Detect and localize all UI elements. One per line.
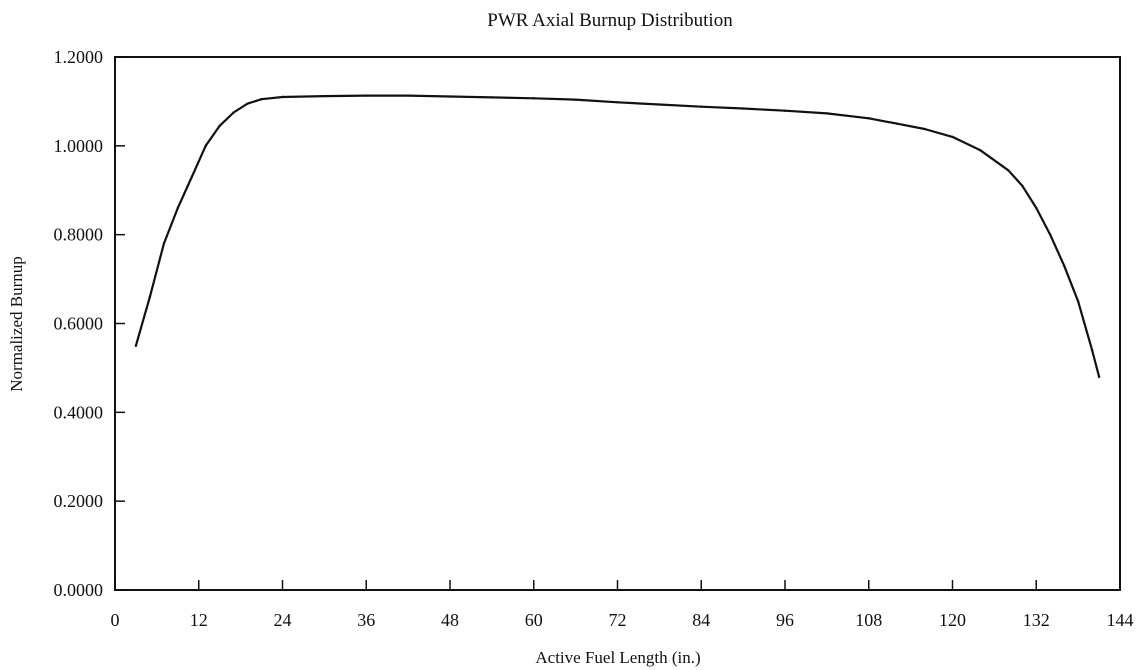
burnup-data-point	[365, 94, 368, 97]
burnup-data-point	[658, 103, 661, 106]
burnup-data-point	[490, 96, 494, 99]
y-tick-label: 1.0000	[54, 136, 104, 156]
burnup-data-point	[134, 344, 138, 347]
burnup-data-point	[1097, 375, 1101, 378]
burnup-data-point	[246, 102, 249, 105]
x-tick-label: 72	[609, 610, 627, 630]
burnup-data-point	[1090, 348, 1094, 352]
x-axis-ticks: 0 12 24 36 48 60 72 84 96 108 120 132 144	[111, 580, 1134, 630]
burnup-data-point	[406, 94, 410, 97]
burnup-data-point	[532, 97, 535, 100]
burnup-data-point	[700, 105, 703, 108]
burnup-data-point	[616, 101, 619, 104]
burnup-data-point	[979, 149, 982, 152]
x-tick-label: 0	[111, 610, 120, 630]
burnup-data-point	[1021, 184, 1024, 188]
x-tick-label: 108	[855, 610, 882, 630]
burnup-data-point	[190, 175, 193, 179]
x-tick-label: 96	[776, 610, 794, 630]
y-tick-label: 0.8000	[54, 225, 104, 245]
burnup-data-point	[1062, 264, 1066, 267]
burnup-data-point	[323, 94, 326, 98]
x-tick-label: 132	[1023, 610, 1050, 630]
burnup-data-point	[176, 206, 180, 210]
burnup-data-point	[895, 122, 898, 125]
burnup-data-point	[1049, 233, 1052, 236]
x-axis-title: Active Fuel Length (in.)	[535, 648, 700, 667]
y-tick-label: 0.2000	[54, 491, 104, 511]
burnup-data-point	[741, 107, 745, 110]
burnup-data-point	[1076, 300, 1080, 303]
y-axis-title: Normalized Burnup	[7, 256, 26, 392]
burnup-data-point	[923, 127, 926, 131]
plot-frame	[114, 56, 1121, 591]
burnup-data-point	[218, 124, 221, 128]
x-tick-label: 36	[357, 610, 375, 630]
burnup-data-point	[783, 109, 787, 112]
burnup-data-point	[1035, 206, 1038, 210]
x-tick-label: 12	[190, 610, 208, 630]
x-tick-label: 84	[692, 610, 710, 630]
burnup-data-point	[260, 97, 263, 101]
x-tick-label: 120	[939, 610, 966, 630]
burnup-data-point	[281, 95, 284, 99]
x-tick-label: 60	[525, 610, 543, 630]
burnup-data-point	[825, 112, 829, 115]
burnup-data-point	[1007, 169, 1010, 172]
burnup-data-point	[204, 144, 207, 148]
burnup-data-point	[148, 295, 152, 299]
x-tick-label: 24	[274, 610, 292, 630]
x-tick-label: 48	[441, 610, 459, 630]
burnup-data-point	[448, 95, 452, 98]
y-tick-label: 1.2000	[54, 47, 104, 67]
y-tick-label: 0.6000	[54, 314, 104, 334]
burnup-data-point	[867, 117, 870, 120]
burnup-data-point	[232, 111, 235, 114]
burnup-data-point	[951, 135, 954, 139]
chart-title: PWR Axial Burnup Distribution	[487, 10, 733, 31]
burnup-data-point	[162, 242, 166, 245]
burnup-series-line	[134, 94, 1101, 378]
y-axis-ticks: 0.0000 0.2000 0.4000 0.6000 0.8000 1.0000 1.20…	[54, 47, 125, 600]
x-tick-label: 144	[1107, 610, 1134, 630]
y-tick-label: 0.0000	[54, 580, 104, 600]
burnup-data-point	[574, 98, 577, 101]
series-layer	[134, 94, 1101, 378]
y-tick-label: 0.4000	[54, 402, 104, 422]
